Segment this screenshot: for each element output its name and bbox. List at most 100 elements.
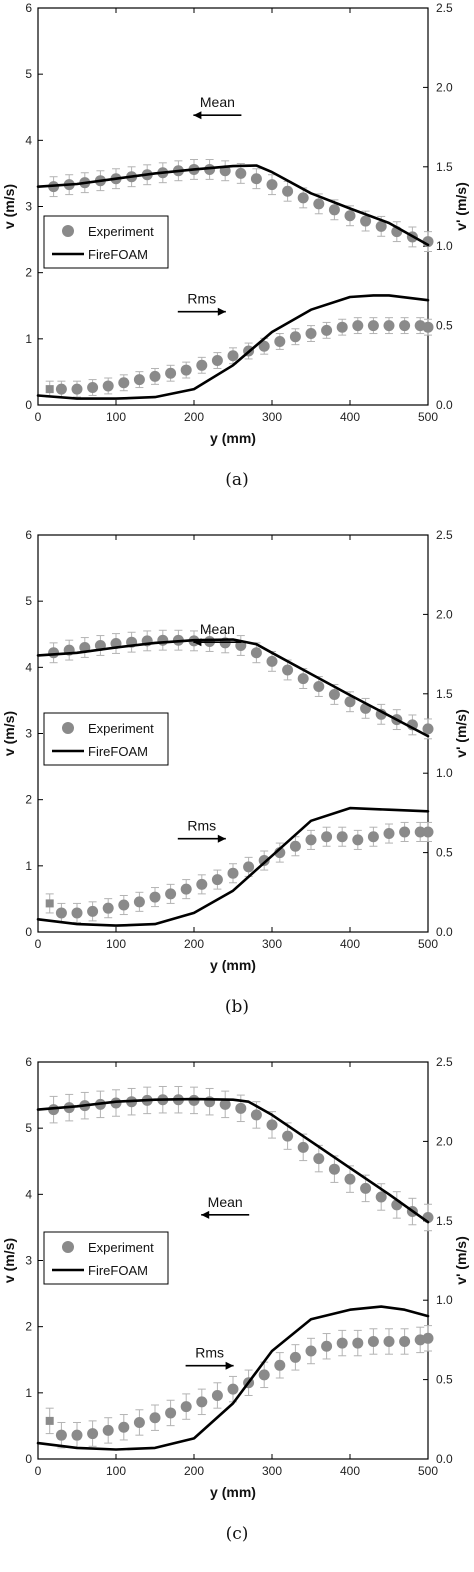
data-point bbox=[87, 382, 99, 394]
data-point bbox=[250, 173, 262, 185]
y2-tick-label: 0.0 bbox=[436, 925, 453, 939]
annotation-label: Mean bbox=[200, 621, 235, 637]
legend-marker-experiment bbox=[62, 722, 74, 734]
y2-tick-label: 2.0 bbox=[436, 607, 453, 621]
annotation-arrow-head bbox=[225, 1361, 234, 1370]
y-axis-title: v (m/s) bbox=[1, 184, 17, 229]
data-point bbox=[149, 1412, 161, 1424]
data-point bbox=[55, 383, 67, 395]
x-tick-label: 200 bbox=[184, 937, 204, 951]
data-point bbox=[399, 320, 411, 332]
y2-tick-label: 2.0 bbox=[436, 80, 453, 94]
data-point bbox=[367, 320, 379, 332]
y2-tick-label: 1.0 bbox=[436, 239, 453, 253]
data-point bbox=[344, 696, 356, 708]
data-point bbox=[118, 899, 130, 911]
data-point bbox=[87, 905, 99, 917]
y-tick-label: 3 bbox=[25, 200, 32, 214]
data-point bbox=[149, 891, 161, 903]
data-point bbox=[266, 1119, 278, 1131]
data-point bbox=[399, 1335, 411, 1347]
data-point bbox=[71, 907, 83, 919]
data-point bbox=[102, 1424, 114, 1436]
data-point bbox=[180, 883, 192, 895]
data-point bbox=[328, 204, 340, 216]
annotation-arrow-head bbox=[217, 307, 226, 316]
y2-tick-label: 0.5 bbox=[436, 846, 453, 860]
data-point bbox=[157, 634, 169, 646]
data-point bbox=[235, 1102, 247, 1114]
y-tick-label: 2 bbox=[25, 266, 32, 280]
data-point bbox=[165, 367, 177, 379]
data-point bbox=[250, 1109, 262, 1121]
legend-marker-experiment bbox=[62, 1241, 74, 1253]
y-tick-label: 6 bbox=[25, 1, 32, 15]
y-tick-label: 5 bbox=[25, 67, 32, 81]
data-point bbox=[344, 1173, 356, 1185]
data-point bbox=[55, 907, 67, 919]
y-tick-label: 3 bbox=[25, 1254, 32, 1268]
data-point bbox=[352, 834, 364, 846]
x-axis-title: y (mm) bbox=[210, 430, 256, 446]
y2-axis-title: v' (m/s) bbox=[453, 1236, 469, 1284]
y2-tick-label: 2.5 bbox=[436, 1, 453, 15]
x-tick-label: 100 bbox=[106, 1464, 126, 1478]
data-point bbox=[305, 1345, 317, 1357]
data-point bbox=[313, 1153, 325, 1165]
series-rms-markers bbox=[45, 317, 434, 398]
data-point-square bbox=[45, 1416, 54, 1425]
annotation-label: Rms bbox=[187, 818, 216, 834]
data-point bbox=[282, 1130, 294, 1142]
x-tick-label: 0 bbox=[35, 410, 42, 424]
annotation-rms: Rms bbox=[185, 1345, 234, 1370]
y2-tick-label: 0.0 bbox=[436, 1452, 453, 1466]
y-tick-label: 4 bbox=[25, 660, 32, 674]
data-point bbox=[321, 324, 333, 336]
legend: Experiment FireFOAM bbox=[43, 1231, 169, 1285]
x-axis-title: y (mm) bbox=[210, 1484, 256, 1500]
data-point bbox=[360, 1182, 372, 1194]
data-point-square bbox=[45, 899, 54, 908]
y2-tick-label: 1.5 bbox=[436, 687, 453, 701]
y-tick-label: 3 bbox=[25, 727, 32, 741]
legend-label-firefoam: FireFOAM bbox=[88, 744, 148, 759]
figure-caption: (b) bbox=[225, 997, 249, 1017]
x-tick-label: 400 bbox=[340, 1464, 360, 1478]
data-point bbox=[196, 359, 208, 371]
annotation-rms: Rms bbox=[177, 818, 226, 843]
x-tick-label: 200 bbox=[184, 410, 204, 424]
data-point bbox=[258, 855, 270, 867]
chart-panel-3: 0 100 200 300 400 500 0 1 2 3 4 5 6 0.0 0.5 1.0 1.5 2.0 2.… bbox=[1, 1055, 469, 1544]
y-tick-label: 1 bbox=[25, 1386, 32, 1400]
data-point bbox=[48, 647, 60, 659]
data-point bbox=[227, 867, 239, 879]
x-tick-label: 500 bbox=[418, 410, 438, 424]
data-point bbox=[321, 1340, 333, 1352]
data-point bbox=[204, 1096, 216, 1108]
x-tick-label: 400 bbox=[340, 937, 360, 951]
figure-caption: (a) bbox=[225, 470, 248, 490]
data-point bbox=[328, 1163, 340, 1175]
data-point bbox=[180, 1401, 192, 1413]
y2-axis-title: v' (m/s) bbox=[453, 709, 469, 757]
y-tick-label: 5 bbox=[25, 1121, 32, 1135]
data-point bbox=[282, 664, 294, 676]
data-point bbox=[321, 831, 333, 843]
x-tick-label: 300 bbox=[262, 937, 282, 951]
legend: Experiment FireFOAM bbox=[43, 215, 169, 269]
data-point bbox=[336, 1337, 348, 1349]
data-point bbox=[211, 874, 223, 886]
y-axis-title: v (m/s) bbox=[1, 711, 17, 756]
legend-label-firefoam: FireFOAM bbox=[88, 247, 148, 262]
data-point bbox=[282, 185, 294, 197]
data-point bbox=[336, 831, 348, 843]
y2-axis-title: v' (m/s) bbox=[453, 182, 469, 230]
x-tick-label: 200 bbox=[184, 1464, 204, 1478]
data-point bbox=[102, 380, 114, 392]
data-point bbox=[352, 1337, 364, 1349]
data-point bbox=[313, 681, 325, 693]
legend: Experiment FireFOAM bbox=[43, 712, 169, 766]
annotation-arrow-head bbox=[201, 1210, 210, 1219]
data-point bbox=[383, 828, 395, 840]
